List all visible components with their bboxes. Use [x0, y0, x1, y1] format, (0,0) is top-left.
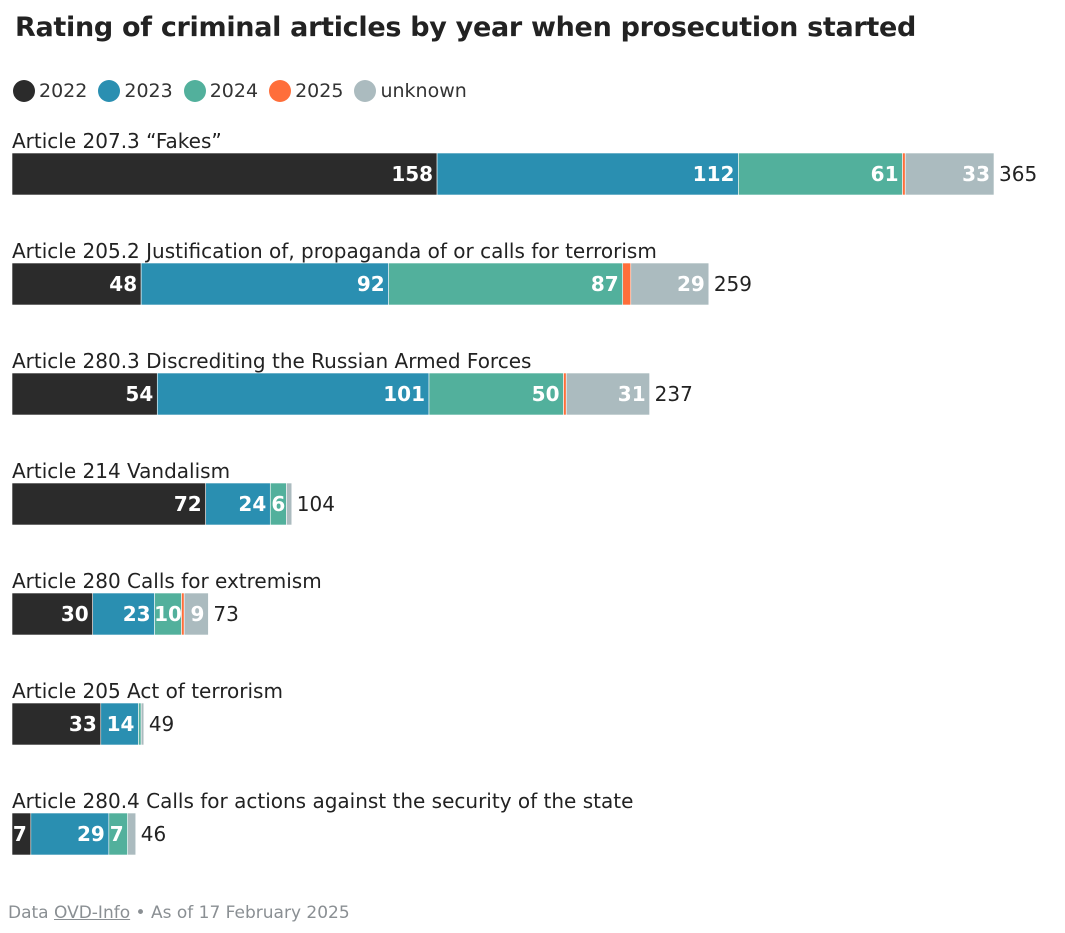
bar-segment-2024: [388, 262, 624, 306]
footer-prefix: Data: [8, 903, 49, 923]
segment-value-label: 87: [591, 272, 619, 296]
bar-segment-2023: [436, 152, 739, 196]
bar-segment-unknown: [183, 592, 209, 636]
segment-value-label: 158: [391, 162, 433, 186]
segment-value-label: 6: [271, 492, 285, 516]
category-label: Article 205.2 Justification of, propagan…: [12, 239, 657, 263]
legend-swatch: [183, 80, 206, 102]
bar-segment-2022: [11, 702, 102, 746]
category-label: Article 205 Act of terrorism: [12, 679, 283, 703]
chart-title: Rating of criminal articles by year when…: [15, 12, 917, 43]
legend-item-2024: 2024: [183, 80, 259, 102]
category-label: Article 207.3 “Fakes”: [12, 129, 222, 153]
bar-segment-2024: [138, 702, 142, 746]
legend-item-unknown: unknown: [354, 80, 467, 102]
segment-value-label: 31: [618, 382, 646, 406]
bar-segment-unknown: [904, 152, 995, 196]
segment-value-label: 101: [383, 382, 425, 406]
category-label: Article 280 Calls for extremism: [12, 569, 322, 593]
legend-item-2022: 2022: [13, 80, 87, 102]
bar-segment-2022: [11, 482, 207, 526]
bar-segment-unknown: [140, 702, 145, 746]
segment-value-label: 10: [154, 602, 182, 626]
total-value-label: 49: [149, 712, 174, 736]
segment-value-label: 72: [174, 492, 202, 516]
segment-value-label: 24: [238, 492, 266, 516]
segment-value-label: 30: [61, 602, 89, 626]
bar-segment-2023: [156, 372, 430, 416]
segment-value-label: 7: [110, 822, 124, 846]
bar-segment-2023: [30, 812, 110, 856]
footer: Data OVD-Info • As of 17 February 2025: [8, 903, 350, 923]
segment-value-label: 48: [109, 272, 137, 296]
segment-value-label: 23: [123, 602, 151, 626]
category-label: Article 280.3 Discrediting the Russian A…: [12, 349, 531, 373]
bar-segment-unknown: [565, 372, 650, 416]
footer-date: • As of 17 February 2025: [135, 903, 350, 923]
segment-value-label: 50: [532, 382, 560, 406]
bar-segment-2025: [902, 152, 906, 196]
bar-segment-unknown: [286, 482, 293, 526]
legend-item-2023: 2023: [98, 80, 173, 102]
segment-value-label: 54: [125, 382, 153, 406]
segment-value-label: 92: [357, 272, 385, 296]
total-value-label: 237: [655, 382, 693, 406]
bar-segment-2024: [738, 152, 903, 196]
total-value-label: 73: [213, 602, 238, 626]
bar-segment-unknown: [630, 262, 710, 306]
segment-value-label: 14: [107, 712, 135, 736]
total-value-label: 259: [714, 272, 752, 296]
total-value-label: 46: [141, 822, 166, 846]
legend-swatch: [13, 80, 35, 102]
legend-label: 2022: [39, 80, 88, 102]
legend-label: unknown: [380, 80, 467, 102]
legend-label: 2025: [295, 80, 344, 102]
segment-value-label: 33: [962, 162, 990, 186]
category-label: Article 280.4 Calls for actions against …: [12, 789, 633, 813]
legend-swatch: [354, 80, 377, 102]
bar-segment-2022: [11, 152, 438, 196]
legend-label: 2024: [209, 80, 259, 102]
category-label: Article 214 Vandalism: [12, 459, 230, 483]
bar-segment-2023: [140, 262, 389, 306]
bar-segment-2022: [11, 262, 142, 306]
bar-segment-2025: [622, 262, 632, 306]
segment-value-label: 61: [871, 162, 899, 186]
bar-segment-unknown: [127, 812, 137, 856]
legend-swatch: [269, 80, 292, 102]
legend-label: 2023: [124, 80, 173, 102]
bar-segment-2023: [92, 592, 155, 636]
legend-item-2025: 2025: [269, 80, 343, 102]
segment-value-label: 29: [677, 272, 705, 296]
segment-value-label: 112: [693, 162, 735, 186]
segment-value-label: 9: [190, 602, 204, 626]
bar-segment-2024: [154, 592, 182, 636]
segment-value-label: 29: [77, 822, 105, 846]
legend-swatch: [98, 80, 121, 102]
footer-source-link[interactable]: OVD-Info: [54, 903, 131, 923]
segment-value-label: 7: [13, 822, 27, 846]
bar-segment-2025: [181, 592, 185, 636]
total-value-label: 365: [999, 162, 1037, 186]
bar-segment-2023: [205, 482, 271, 526]
bar-segment-2024: [428, 372, 564, 416]
bar-segment-2022: [11, 592, 94, 636]
segment-value-label: 33: [69, 712, 97, 736]
chart-legend: 2022 2023 2024 2025 unknown: [13, 80, 478, 102]
bar-segment-2025: [563, 372, 567, 416]
total-value-label: 104: [297, 492, 335, 516]
